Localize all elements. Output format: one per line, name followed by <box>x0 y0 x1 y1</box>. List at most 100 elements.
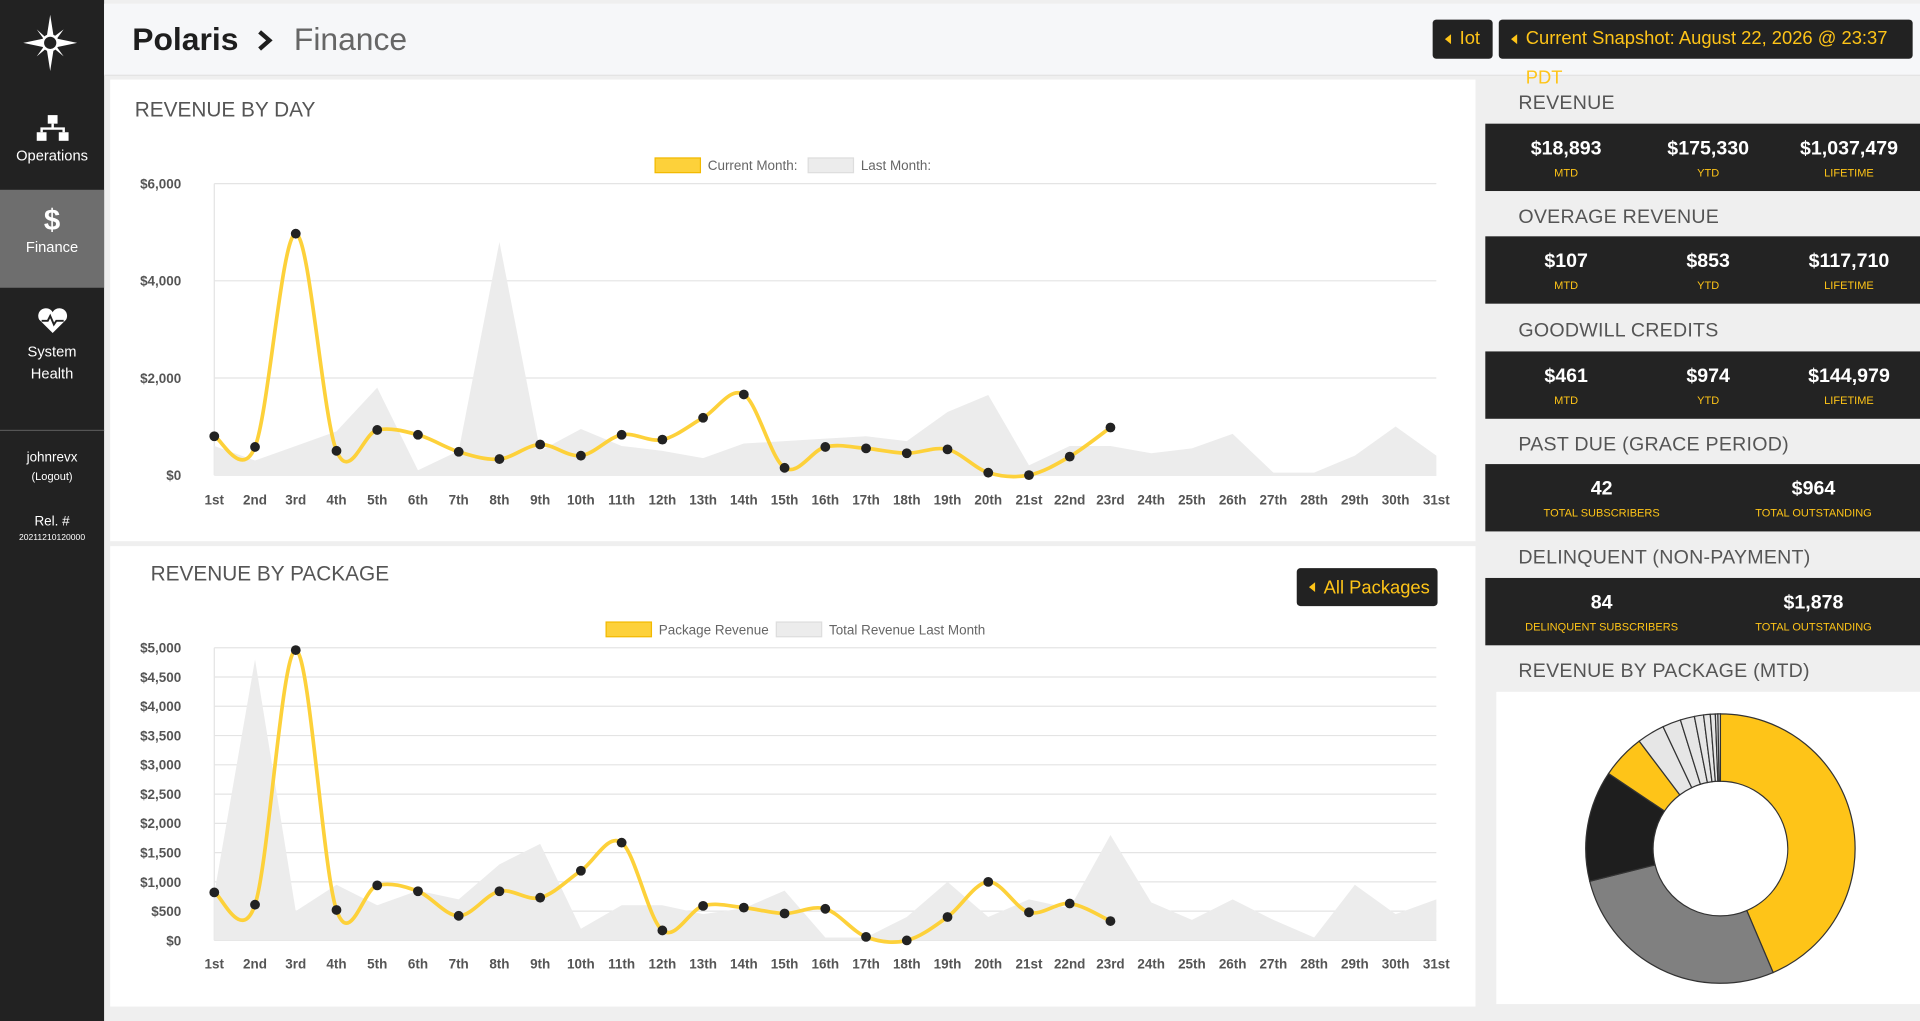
x-tick-label: 19th <box>934 492 962 507</box>
stat-box: $107 MTD $853 YTD $117,710 LIFETIME <box>1485 236 1920 304</box>
point <box>616 429 627 440</box>
x-tick-label: 13th <box>689 492 717 507</box>
x-tick-label: 1st <box>205 957 225 972</box>
user-name: johnrevx <box>26 450 78 466</box>
x-tick-label: 11th <box>608 492 635 507</box>
x-tick-label: 24th <box>1137 492 1165 507</box>
iot-button[interactable]: Iot <box>1432 19 1493 59</box>
x-tick-label: 15th <box>771 492 799 507</box>
x-tick-label: 26th <box>1219 957 1247 972</box>
point <box>372 425 383 435</box>
x-tick-label: 20th <box>974 957 1002 972</box>
revenue-by-day-chart: REVENUE BY DAY $0 $2,000 $4,000 $6,000 1st 2nd… <box>135 98 1451 507</box>
x-tick-label: 17th <box>852 492 880 507</box>
point <box>1064 451 1075 462</box>
x-tick-label: 28th <box>1300 492 1328 507</box>
stat-value: $974 <box>1686 366 1730 387</box>
stat-title: REVENUE <box>1518 93 1615 114</box>
x-tick-label: 17th <box>852 957 880 972</box>
stat-box: $18,893 MTD $175,330 YTD $1,037,479 LIFETIME <box>1485 123 1920 192</box>
nav-item[interactable]: Operations <box>0 104 104 190</box>
x-tick-label: 29th <box>1341 492 1369 507</box>
stat-value: 84 <box>1590 592 1613 614</box>
stat-label: DELINQUENT SUBSCRIBERS <box>1525 620 1679 634</box>
y-tick-label: $4,500 <box>140 670 181 685</box>
x-tick-label: 13th <box>689 957 717 972</box>
nav-item[interactable]: System Health <box>0 288 105 432</box>
finance-icon: $ <box>43 204 61 238</box>
x-tick-label: 4th <box>326 957 346 972</box>
legend-label: Package Revenue <box>659 622 769 637</box>
point <box>861 443 871 454</box>
snapshot-button[interactable]: Current Snapshot: August 22, 2026 @ 23:3… <box>1498 19 1913 88</box>
point <box>942 444 953 455</box>
point <box>698 900 709 911</box>
nav-label: Operations <box>16 146 88 165</box>
point <box>901 935 912 946</box>
stat-title: DELINQUENT (NON-PAYMENT) <box>1518 547 1811 569</box>
point <box>779 462 790 473</box>
nav-label: Finance <box>25 238 79 256</box>
y-tick-label: $0 <box>166 933 181 948</box>
y-tick-label: $2,500 <box>140 787 181 802</box>
x-tick-label: 31st <box>1423 492 1450 507</box>
point <box>657 925 668 936</box>
stat-value: $175,330 <box>1667 138 1750 160</box>
x-tick-label: 15th <box>771 957 799 972</box>
x-tick-label: 21st <box>1016 492 1043 507</box>
point <box>738 902 749 913</box>
package-button[interactable] <box>1296 568 1438 607</box>
donut-chart <box>1585 713 1856 984</box>
page-title: Finance <box>293 20 408 58</box>
stat-label: LIFETIME <box>1824 279 1874 292</box>
point <box>1024 907 1034 918</box>
chart-panel: REVENUE BY DAY $0 $2,000 $4,000 $6,000 1st 2nd… <box>110 79 1476 542</box>
legend-swatch <box>654 157 702 174</box>
stat-title: OVERAGE REVENUE <box>1518 206 1720 228</box>
point <box>250 442 260 452</box>
stat-box: 42 TOTAL SUBSCRIBERS $964 TOTAL OUTSTANDING <box>1485 464 1920 532</box>
y-tick-label: $6,000 <box>140 177 181 192</box>
x-tick-label: 5th <box>367 957 387 972</box>
x-tick-label: 19th <box>934 957 962 972</box>
x-tick-label: 22nd <box>1054 492 1085 507</box>
point <box>983 467 994 478</box>
area <box>214 659 1437 941</box>
y-tick-label: $1,500 <box>140 846 181 861</box>
point <box>942 912 953 922</box>
y-tick-label: $2,000 <box>140 816 181 831</box>
y-tick-label: $2,000 <box>140 371 181 386</box>
x-tick-label: 2nd <box>243 957 267 972</box>
point <box>413 429 423 440</box>
x-tick-label: 20th <box>974 492 1002 507</box>
point <box>657 434 668 445</box>
button-caret <box>1308 582 1316 593</box>
area <box>214 241 1437 476</box>
donut-title: REVENUE BY PACKAGE (MTD) <box>1518 661 1810 683</box>
y-tick-label: $1,000 <box>140 875 181 890</box>
logout[interactable]: (Logout) <box>31 470 73 483</box>
point <box>1024 470 1034 481</box>
point <box>779 908 790 919</box>
stat-value: $461 <box>1544 366 1588 387</box>
y-tick-label: $3,000 <box>140 758 181 773</box>
chart-title: REVENUE BY DAY <box>135 98 316 121</box>
release-label: Rel. # <box>34 514 70 529</box>
stat-label: LIFETIME <box>1824 166 1874 179</box>
legend-swatch <box>605 621 653 638</box>
nav-item[interactable]: $ Finance <box>0 189 105 288</box>
point <box>209 887 220 898</box>
x-tick-label: 27th <box>1260 957 1288 972</box>
x-tick-label: 27th <box>1260 492 1288 507</box>
stat-label: LIFETIME <box>1824 394 1874 407</box>
point <box>1064 898 1075 909</box>
x-tick-label: 8th <box>489 492 509 507</box>
x-tick-label: 30th <box>1382 957 1410 972</box>
stat-value: $107 <box>1544 251 1588 272</box>
brand[interactable]: Polaris <box>132 20 239 58</box>
x-tick-label: 16th <box>811 957 839 972</box>
x-tick-label: 9th <box>530 957 550 972</box>
stat-label: MTD <box>1554 279 1579 292</box>
stat-value: 42 <box>1590 478 1613 500</box>
logo[interactable] <box>21 14 80 72</box>
